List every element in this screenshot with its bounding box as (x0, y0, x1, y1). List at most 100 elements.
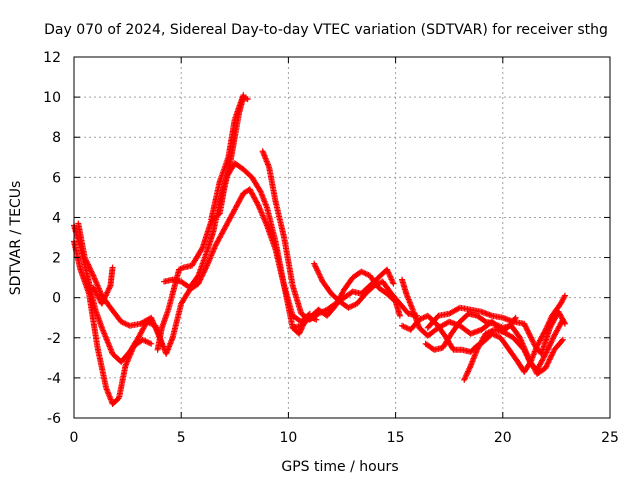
data-point (296, 329, 303, 336)
data-point (102, 293, 109, 300)
data-point (105, 286, 112, 293)
data-point (103, 290, 110, 297)
data-point (547, 339, 554, 346)
data-point (311, 261, 318, 268)
series-track-6 (154, 94, 251, 353)
data-point (529, 337, 536, 344)
data-point (100, 297, 107, 304)
x-tick-label: 20 (494, 430, 512, 446)
data-point (297, 327, 304, 334)
data-point (81, 254, 88, 261)
data-point (102, 292, 109, 299)
data-point (521, 322, 528, 329)
y-tick-label: 4 (52, 210, 61, 226)
y-tick-label: 8 (52, 130, 61, 146)
data-point (521, 320, 528, 327)
data-point (525, 329, 532, 336)
data-point (561, 293, 568, 300)
data-point (547, 341, 554, 348)
data-point (522, 323, 529, 330)
data-point (99, 299, 106, 306)
data-point (240, 92, 247, 99)
data-series (71, 92, 568, 407)
data-point (545, 359, 552, 366)
data-point (561, 320, 568, 327)
data-point (542, 364, 549, 371)
data-point (529, 338, 536, 345)
data-point (314, 267, 321, 274)
data-point (527, 333, 534, 340)
y-tick-label: 12 (43, 50, 61, 66)
data-point (86, 265, 93, 272)
data-point (545, 345, 552, 352)
data-point (254, 201, 261, 208)
data-point (88, 269, 95, 276)
series-track-5 (161, 160, 320, 337)
data-point (85, 261, 92, 268)
data-point (528, 335, 535, 342)
data-point (541, 352, 548, 359)
data-point (546, 356, 553, 363)
data-point (106, 284, 113, 291)
data-point (106, 285, 113, 292)
data-point (318, 275, 325, 282)
data-point (256, 187, 263, 194)
data-point (296, 330, 303, 337)
data-point (523, 324, 530, 331)
data-point (561, 292, 568, 299)
series-track-8 (259, 148, 397, 323)
chart-title: Day 070 of 2024, Sidereal Day-to-day VTE… (44, 22, 608, 38)
data-point (543, 362, 550, 369)
data-point (100, 296, 107, 303)
series-track-4 (90, 264, 116, 307)
x-axis-title: GPS time / hours (281, 459, 398, 475)
data-point (543, 363, 550, 370)
data-point (547, 353, 554, 360)
series-track-1 (71, 238, 155, 407)
y-tick-label: 0 (52, 291, 61, 307)
data-point (545, 343, 552, 350)
data-point (561, 319, 568, 326)
series-track-11 (399, 276, 566, 373)
data-point (390, 280, 397, 287)
data-point (178, 265, 185, 272)
data-point (198, 245, 205, 252)
data-point (547, 355, 554, 362)
series-track-10 (311, 260, 421, 319)
data-point (546, 342, 553, 349)
data-point (195, 280, 202, 287)
y-tick-label: -6 (47, 411, 61, 427)
data-point (317, 273, 324, 280)
data-point (512, 314, 519, 321)
series-track-15 (424, 304, 568, 357)
data-point (524, 327, 531, 334)
series-track-7 (208, 92, 247, 223)
data-point (481, 317, 488, 324)
data-point (104, 288, 111, 295)
x-tick-label: 25 (601, 430, 619, 446)
x-tick-label: 15 (387, 430, 405, 446)
data-point (315, 268, 322, 275)
data-point (244, 96, 251, 103)
y-tick-label: -2 (47, 331, 61, 347)
x-tick-label: 5 (177, 430, 186, 446)
data-point (315, 270, 322, 277)
data-point (544, 360, 551, 367)
data-point (526, 331, 533, 338)
x-tick-label: 0 (70, 430, 79, 446)
y-tick-label: -4 (47, 371, 61, 387)
data-point (313, 264, 320, 271)
data-point (313, 266, 320, 273)
data-point (84, 260, 91, 267)
data-point (104, 289, 111, 296)
data-point (558, 337, 565, 344)
x-tick-label: 10 (279, 430, 297, 446)
data-point (83, 257, 90, 264)
data-point (316, 271, 323, 278)
data-point (83, 258, 90, 265)
data-point (86, 264, 93, 271)
data-point (85, 262, 92, 269)
data-point (196, 279, 203, 286)
data-point (527, 334, 534, 341)
